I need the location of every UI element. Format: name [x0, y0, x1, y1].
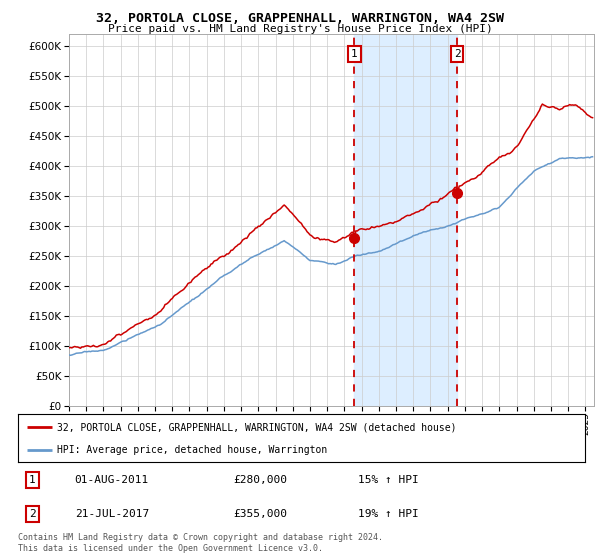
Text: 32, PORTOLA CLOSE, GRAPPENHALL, WARRINGTON, WA4 2SW: 32, PORTOLA CLOSE, GRAPPENHALL, WARRINGT…	[96, 12, 504, 25]
Text: 15% ↑ HPI: 15% ↑ HPI	[358, 475, 419, 484]
Bar	[355, 34, 457, 406]
Text: 2: 2	[454, 49, 461, 59]
Text: £280,000: £280,000	[233, 475, 287, 484]
Text: 1: 1	[351, 49, 358, 59]
Text: HPI: Average price, detached house, Warrington: HPI: Average price, detached house, Warr…	[56, 445, 327, 455]
Text: 01-AUG-2011: 01-AUG-2011	[75, 475, 149, 484]
Text: £355,000: £355,000	[233, 510, 287, 519]
Text: 21-JUL-2017: 21-JUL-2017	[75, 510, 149, 519]
Text: 19% ↑ HPI: 19% ↑ HPI	[358, 510, 419, 519]
Text: 2: 2	[29, 510, 35, 519]
Text: 32, PORTOLA CLOSE, GRAPPENHALL, WARRINGTON, WA4 2SW (detached house): 32, PORTOLA CLOSE, GRAPPENHALL, WARRINGT…	[56, 422, 456, 432]
Text: Price paid vs. HM Land Registry's House Price Index (HPI): Price paid vs. HM Land Registry's House …	[107, 24, 493, 34]
Text: Contains HM Land Registry data © Crown copyright and database right 2024.
This d: Contains HM Land Registry data © Crown c…	[18, 533, 383, 553]
Text: 1: 1	[29, 475, 35, 484]
